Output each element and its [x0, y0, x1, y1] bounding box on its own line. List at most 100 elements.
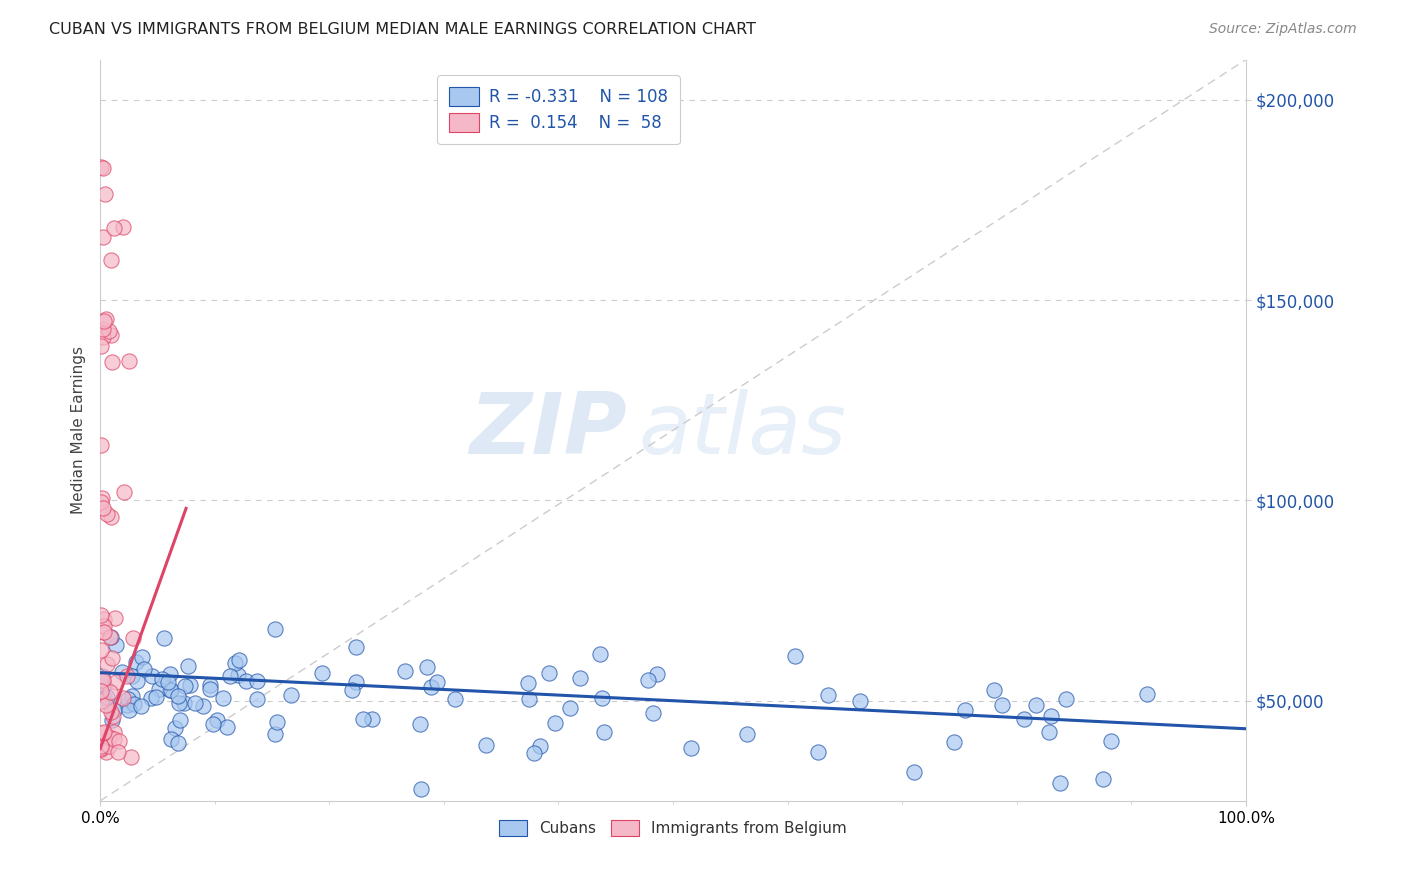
Point: [990, 698, 1012, 712]
Point: [104, 638, 127, 652]
Point: [93, 186, 115, 201]
Point: [93, 691, 115, 706]
Point: [100, 252, 122, 267]
Point: [122, 698, 145, 712]
Point: [93, 625, 115, 640]
Point: [100, 510, 122, 524]
Point: [344, 675, 367, 690]
Point: [568, 671, 591, 685]
Point: [226, 667, 249, 681]
Point: [93, 612, 115, 626]
Point: [105, 674, 128, 689]
Point: [352, 712, 374, 726]
Point: [591, 691, 613, 706]
Point: [264, 622, 287, 636]
Point: [150, 673, 173, 687]
Point: [589, 647, 612, 661]
Point: [96, 690, 118, 704]
Y-axis label: Median Male Earnings: Median Male Earnings: [72, 346, 86, 515]
Point: [152, 632, 174, 646]
Point: [159, 682, 181, 697]
Point: [177, 659, 200, 673]
Point: [100, 328, 122, 343]
Point: [735, 727, 758, 741]
Point: [91, 321, 114, 335]
Point: [166, 736, 188, 750]
Point: [426, 675, 449, 690]
Point: [121, 689, 143, 703]
Point: [409, 781, 432, 796]
Point: [537, 666, 560, 681]
Point: [361, 712, 384, 726]
Point: [98, 685, 121, 699]
Point: [173, 696, 195, 710]
Point: [93, 314, 115, 328]
Point: [205, 713, 228, 727]
Point: [409, 717, 432, 731]
Point: [544, 716, 567, 731]
Point: [169, 713, 191, 727]
Point: [1040, 709, 1063, 723]
Point: [118, 353, 141, 368]
Point: [849, 694, 872, 708]
Point: [91, 673, 114, 688]
Point: [193, 699, 215, 714]
Point: [94, 745, 117, 759]
Point: [785, 648, 807, 663]
Point: [266, 715, 288, 730]
Point: [117, 691, 139, 706]
Point: [101, 708, 124, 723]
Point: [141, 669, 163, 683]
Point: [983, 683, 1005, 698]
Point: [100, 705, 122, 719]
Point: [108, 734, 131, 748]
Point: [96, 507, 118, 521]
Point: [90, 495, 112, 509]
Point: [157, 674, 180, 689]
Text: CUBAN VS IMMIGRANTS FROM BELGIUM MEDIAN MALE EARNINGS CORRELATION CHART: CUBAN VS IMMIGRANTS FROM BELGIUM MEDIAN …: [49, 22, 756, 37]
Text: atlas: atlas: [638, 389, 846, 472]
Point: [96, 657, 118, 672]
Point: [200, 678, 222, 692]
Point: [93, 625, 115, 640]
Point: [1049, 775, 1071, 789]
Point: [517, 692, 540, 706]
Point: [246, 692, 269, 706]
Point: [90, 693, 112, 707]
Point: [903, 765, 925, 780]
Point: [98, 630, 121, 644]
Point: [90, 741, 112, 756]
Point: [120, 750, 142, 764]
Point: [311, 665, 333, 680]
Point: [416, 660, 439, 674]
Point: [125, 674, 148, 689]
Point: [198, 681, 221, 696]
Point: [90, 160, 112, 174]
Point: [101, 713, 124, 727]
Point: [645, 667, 668, 681]
Point: [118, 703, 141, 717]
Point: [94, 312, 117, 326]
Point: [558, 701, 581, 715]
Point: [90, 438, 112, 452]
Legend: Cubans, Immigrants from Belgium: Cubans, Immigrants from Belgium: [491, 811, 856, 845]
Point: [163, 721, 186, 735]
Point: [167, 689, 190, 703]
Point: [263, 727, 285, 741]
Point: [91, 669, 114, 683]
Point: [107, 745, 129, 759]
Point: [103, 724, 125, 739]
Point: [681, 740, 703, 755]
Point: [1054, 691, 1077, 706]
Point: [93, 678, 115, 692]
Point: [124, 655, 146, 669]
Point: [953, 703, 976, 717]
Point: [112, 219, 135, 234]
Point: [202, 717, 225, 731]
Point: [91, 726, 114, 740]
Point: [90, 491, 112, 505]
Point: [807, 745, 830, 759]
Point: [121, 668, 143, 682]
Point: [115, 698, 138, 712]
Point: [90, 740, 112, 755]
